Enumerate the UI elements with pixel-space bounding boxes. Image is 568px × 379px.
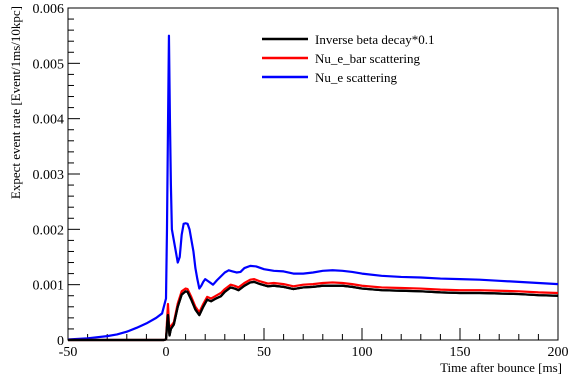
series-line-2 bbox=[67, 34, 559, 341]
x-axis-title: Time after bounce [ms] bbox=[440, 360, 562, 375]
y-tick-label: 0.002 bbox=[33, 223, 65, 238]
y-axis-title: Expect event rate [Event/1ms/10kpc] bbox=[8, 6, 23, 199]
x-tick-label: 200 bbox=[548, 345, 568, 360]
series-line-1 bbox=[68, 278, 559, 342]
y-tick-label: 0.005 bbox=[33, 57, 65, 72]
y-tick-label: 0.001 bbox=[33, 279, 65, 294]
y-tick-label: 0 bbox=[57, 334, 64, 349]
y-tick-label: 0.006 bbox=[33, 2, 65, 17]
x-tick-label: 0 bbox=[163, 345, 170, 360]
series-layer bbox=[67, 34, 559, 342]
x-tick-label: 100 bbox=[352, 345, 373, 360]
legend-label: Inverse beta decay*0.1 bbox=[315, 32, 434, 47]
y-axis: 0 0.001 0.002 0.003 0.004 0.005 0.006 bbox=[33, 2, 80, 349]
y-tick-label: 0.003 bbox=[33, 168, 65, 183]
x-tick-label: 150 bbox=[450, 345, 471, 360]
x-tick-label: -50 bbox=[59, 345, 78, 360]
legend-label: Nu_e scattering bbox=[315, 70, 397, 85]
legend-label: Nu_e_bar scattering bbox=[315, 51, 421, 66]
x-tick-label: 50 bbox=[257, 345, 271, 360]
series-line-0-top bbox=[68, 280, 559, 342]
legend: Inverse beta decay*0.1 Nu_e_bar scatterin… bbox=[262, 32, 434, 85]
x-axis: -50 0 50 100 150 200 bbox=[59, 328, 568, 360]
y-tick-label: 0.004 bbox=[33, 113, 65, 128]
